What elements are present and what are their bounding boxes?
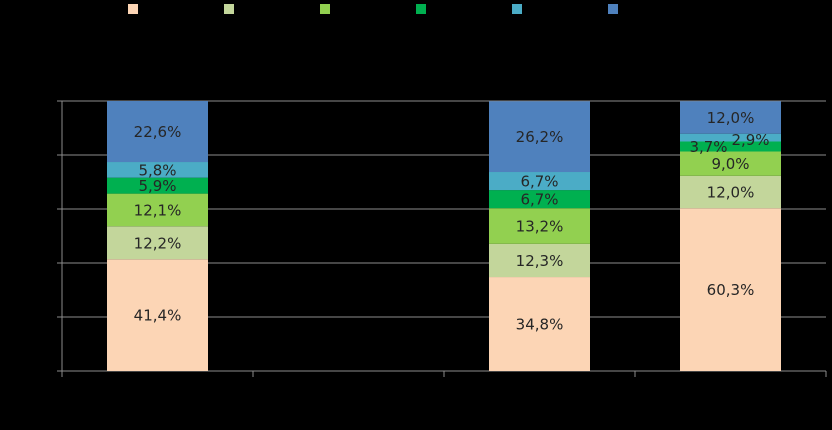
bar-segment — [680, 151, 781, 176]
legend-swatch — [320, 4, 330, 14]
data-label: 26,2% — [516, 128, 564, 146]
bar-segment — [107, 193, 208, 227]
data-label: 6,7% — [520, 191, 558, 209]
data-label: 5,9% — [138, 177, 176, 195]
legend-swatch — [224, 4, 234, 14]
bar-segment — [680, 101, 781, 134]
bar-segment — [489, 243, 590, 278]
legend-swatch — [416, 4, 426, 14]
data-label: 12,2% — [134, 234, 182, 252]
data-label: 9,0% — [711, 155, 749, 173]
bar-segment — [489, 277, 590, 371]
data-label: 6,7% — [520, 173, 558, 191]
bars — [107, 101, 781, 371]
data-label: 3,7% — [689, 138, 727, 156]
data-label: 12,0% — [707, 109, 755, 127]
data-label: 5,8% — [138, 161, 176, 179]
bar-segment — [107, 226, 208, 260]
legend-swatch — [128, 4, 138, 14]
bar-segment — [680, 208, 781, 371]
legend-swatch — [608, 4, 618, 14]
data-labels: 41,4% 12,2% 12,1% 5,9%5,8% 22,6% 34,8% 12,3% 13… — [134, 109, 770, 334]
data-label: 2,9% — [731, 131, 769, 149]
bar-segment — [107, 101, 208, 163]
bar-segment — [680, 141, 781, 152]
data-label: 41,4% — [134, 307, 182, 325]
bar-segment — [107, 162, 208, 178]
data-label: 34,8% — [516, 316, 564, 334]
data-label: 60,3% — [707, 281, 755, 299]
bar-segment — [489, 190, 590, 209]
legend-swatch — [512, 4, 522, 14]
data-label: 22,6% — [134, 123, 182, 141]
bar-segment — [489, 172, 590, 191]
bar-segment — [680, 175, 781, 209]
data-label: 13,2% — [516, 218, 564, 236]
legend — [128, 4, 618, 14]
data-label: 12,3% — [516, 252, 564, 270]
bar-segment — [107, 177, 208, 194]
data-label: 12,1% — [134, 201, 182, 219]
data-label: 12,0% — [707, 183, 755, 201]
bar-segment — [489, 101, 590, 173]
bar-segment — [680, 133, 781, 142]
bar-segment — [489, 208, 590, 244]
bar-segment — [107, 259, 208, 371]
